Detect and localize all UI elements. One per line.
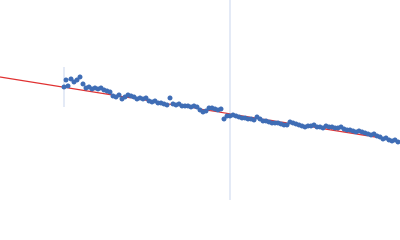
chart xyxy=(0,0,400,200)
data-point xyxy=(65,83,71,89)
data-point xyxy=(218,106,224,112)
data-point xyxy=(61,84,67,90)
data-point xyxy=(164,102,170,108)
data-point xyxy=(167,95,173,101)
data-point xyxy=(395,139,400,145)
data-point xyxy=(63,77,69,83)
data-point xyxy=(80,81,86,87)
data-point xyxy=(77,74,83,80)
data-point xyxy=(107,89,113,95)
data-point xyxy=(116,92,122,98)
